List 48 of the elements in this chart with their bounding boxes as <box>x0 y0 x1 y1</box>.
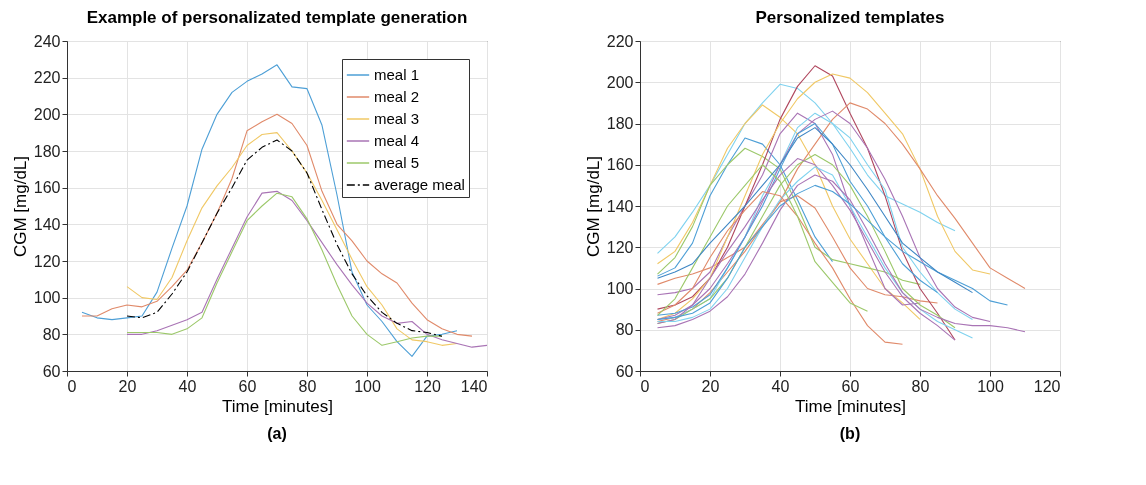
x-tick-label: 80 <box>298 377 317 395</box>
x-tick-label: 20 <box>118 377 137 395</box>
y-tick-label: 80 <box>42 325 61 343</box>
y-tick-label: 200 <box>33 105 61 123</box>
y-axis-title: CGM [mg/dL] <box>10 155 30 258</box>
x-tick-label: 100 <box>354 377 381 395</box>
x-tick-label: 60 <box>238 377 257 395</box>
text: (a) <box>267 425 287 442</box>
y-tick-label: 100 <box>606 280 634 297</box>
y-tick-label: 60 <box>42 362 61 380</box>
y-tick-label: 180 <box>33 142 61 160</box>
y-axis-title: CGM [mg/dL] <box>583 155 603 258</box>
y-tick-label: 240 <box>33 32 61 50</box>
y-tick-label: 120 <box>606 238 634 256</box>
legend-label: meal 3 <box>374 110 420 127</box>
x-axis-title: Time [minutes] <box>795 396 906 416</box>
x-tick-label: 0 <box>67 377 77 395</box>
x-tick-label: 80 <box>911 377 930 395</box>
y-tick-label: 160 <box>606 156 634 174</box>
x-axis-title: Time [minutes] <box>222 396 333 416</box>
y-tick-label: 140 <box>606 197 634 215</box>
legend-label: meal 2 <box>374 88 420 105</box>
x-tick-label: 120 <box>1033 377 1061 395</box>
chart-title: Example of personalizated template generation <box>86 8 468 27</box>
x-tick-label: 140 <box>460 377 488 395</box>
text: (b) <box>839 425 861 442</box>
y-tick-label: 140 <box>33 215 61 233</box>
legend-label: average meal <box>374 176 465 193</box>
legend-label: meal 5 <box>374 154 420 171</box>
y-tick-label: 200 <box>606 73 634 91</box>
x-tick-label: 40 <box>178 377 197 395</box>
legend-label: meal 4 <box>374 132 420 149</box>
y-tick-label: 80 <box>615 321 634 339</box>
x-tick-label: 0 <box>640 377 650 395</box>
x-tick-label: 40 <box>771 377 790 395</box>
y-tick-label: 60 <box>615 362 634 380</box>
y-tick-label: 100 <box>33 289 61 307</box>
x-tick-label: 60 <box>841 377 860 395</box>
x-tick-label: 120 <box>414 377 441 395</box>
x-tick-label: 20 <box>701 377 720 395</box>
x-tick-label: 100 <box>977 377 1004 395</box>
y-tick-label: 180 <box>606 115 634 132</box>
y-tick-label: 160 <box>33 179 61 197</box>
y-tick-label: 220 <box>33 69 61 87</box>
legend-label: meal 1 <box>374 66 420 83</box>
y-tick-label: 120 <box>33 252 61 270</box>
chart-title: Personalized templates <box>755 8 945 27</box>
y-tick-label: 220 <box>606 32 634 50</box>
